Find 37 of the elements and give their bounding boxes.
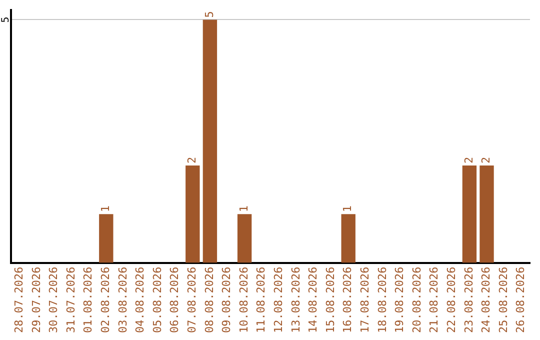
x-tick-label: 26.08.2026 [514,266,528,334]
data-label: 2 [480,156,493,164]
x-tick-label: 03.08.2026 [116,266,130,334]
x-tick-label: 06.08.2026 [168,266,182,334]
x-tick-label: 28.07.2026 [12,266,26,334]
x-tick-label: 14.08.2026 [306,266,320,334]
x-tick-label: 25.08.2026 [496,266,510,334]
data-label: 2 [186,156,199,164]
x-tick-label: 07.08.2026 [186,266,199,334]
x-tick-label: 05.08.2026 [150,266,164,334]
data-label: 5 [202,11,216,18]
data-label: 2 [462,156,476,164]
x-tick-label: 01.08.2026 [82,266,95,334]
x-tick-label: 13.08.2026 [289,266,302,334]
x-tick-label: 24.08.2026 [480,266,493,334]
x-tick-label: 10.08.2026 [237,266,250,334]
x-tick-label: 09.08.2026 [220,266,234,334]
x-tick-label: 20.08.2026 [410,266,424,334]
x-tick-label: 18.08.2026 [376,266,389,334]
data-label: 1 [99,206,112,212]
x-tick-label: 16.08.2026 [341,266,354,334]
x-tick-label: 21.08.2026 [428,266,441,334]
x-tick-label: 15.08.2026 [324,266,337,334]
x-tick-label: 17.08.2026 [358,266,372,334]
x-tick-label: 12.08.2026 [272,266,286,334]
x-tick-label: 02.08.2026 [99,266,112,334]
x-tick-label: 23.08.2026 [462,266,476,334]
x-tick-label: 19.08.2026 [393,266,406,334]
x-tick-label: 29.07.2026 [30,266,43,334]
data-label: 1 [341,206,354,212]
data-label: 1 [237,206,250,212]
x-tick-label: 30.07.2026 [47,266,60,334]
x-tick-label: 31.07.2026 [64,266,78,334]
x-tick-label: 22.08.2026 [445,266,458,334]
x-tick-label: 04.08.2026 [134,266,147,334]
x-tick-label: 11.08.2026 [254,266,268,334]
x-tick-label: 08.08.2026 [202,266,216,334]
